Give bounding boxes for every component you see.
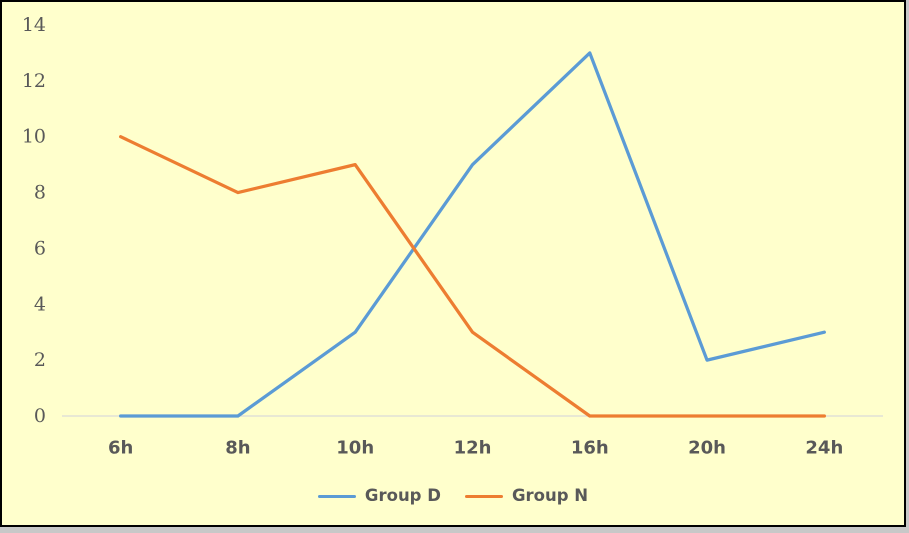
x-tick-label: 12h <box>454 438 492 459</box>
series-line-group-n <box>119 135 826 418</box>
y-tick-label: 4 <box>34 293 46 315</box>
y-tick-label: 12 <box>22 70 46 92</box>
y-tick-label: 10 <box>22 126 46 148</box>
legend-swatch-group-d <box>317 494 356 498</box>
y-tick-label: 14 <box>22 14 46 36</box>
x-tick-label: 16h <box>571 438 609 459</box>
x-tick-label: 6h <box>108 438 133 459</box>
line-chart: 0 2 4 6 8 10 12 14 6h 8h 10h 12h 16h 20h 24h <box>22 14 883 459</box>
y-tick-label: 2 <box>34 349 46 371</box>
y-tick-label: 8 <box>34 182 46 204</box>
y-tick-label: 0 <box>34 405 46 427</box>
x-tick-label: 10h <box>336 438 374 459</box>
y-tick-label: 6 <box>34 237 46 259</box>
legend-label-group-d: Group D <box>364 486 441 505</box>
chart-legend: Group D Group N <box>2 486 904 505</box>
legend-item-group-n: Group N <box>464 486 589 505</box>
series-line-group-d <box>119 51 826 418</box>
x-tick-label: 24h <box>805 438 843 459</box>
legend-label-group-n: Group N <box>511 486 589 505</box>
legend-item-group-d: Group D <box>317 486 441 505</box>
x-tick-label: 20h <box>688 438 726 459</box>
x-tick-label: 8h <box>225 438 250 459</box>
legend-swatch-group-n <box>464 494 503 498</box>
